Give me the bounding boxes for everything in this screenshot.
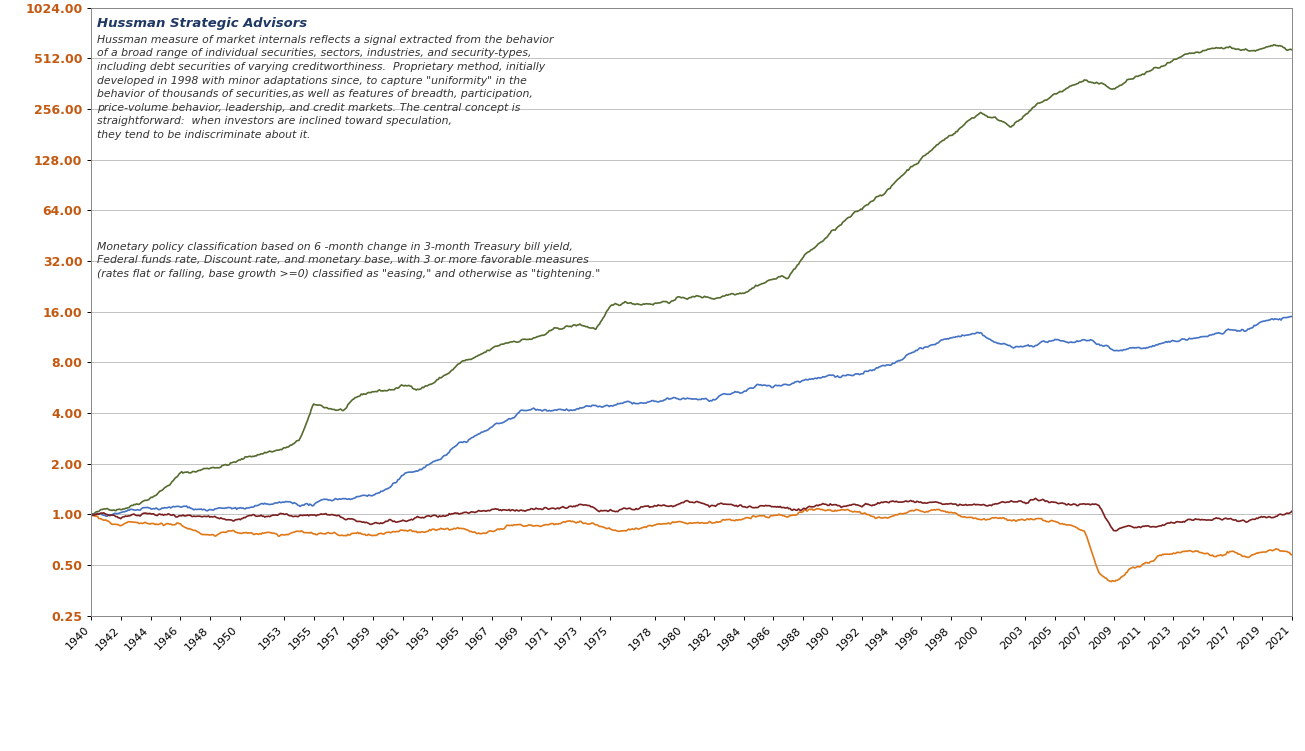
Monetary easing, market internals unfavorable xyxy=(1284,550,1300,559)
Monetary tightening, market internals unfavorable xyxy=(1284,507,1300,516)
Monetary easing, market internals favorable xyxy=(1266,41,1282,50)
Line: Monetary easing, market internals favorable: Monetary easing, market internals favora… xyxy=(91,45,1292,514)
Monetary tightening, market internals favorable xyxy=(257,499,273,508)
Line: Monetary tightening, market internals unfavorable: Monetary tightening, market internals un… xyxy=(91,499,1292,531)
Monetary easing, market internals unfavorable xyxy=(84,510,99,519)
Monetary easing, market internals unfavorable xyxy=(872,512,887,521)
Monetary tightening, market internals unfavorable xyxy=(207,511,223,520)
Monetary easing, market internals favorable xyxy=(1284,45,1300,54)
Monetary tightening, market internals favorable xyxy=(989,339,1005,348)
Monetary easing, market internals favorable xyxy=(84,510,99,519)
Monetary easing, market internals favorable xyxy=(1082,77,1098,86)
Monetary tightening, market internals unfavorable xyxy=(1027,494,1043,503)
Monetary tightening, market internals favorable xyxy=(99,511,115,520)
Monetary easing, market internals unfavorable xyxy=(675,517,690,526)
Monetary tightening, market internals unfavorable xyxy=(989,499,1005,508)
Monetary tightening, market internals unfavorable xyxy=(256,511,271,520)
Text: Hussman measure of market internals reflects a signal extracted from the behavio: Hussman measure of market internals refl… xyxy=(98,35,553,140)
Monetary tightening, market internals unfavorable xyxy=(870,498,886,507)
Line: Monetary easing, market internals unfavorable: Monetary easing, market internals unfavo… xyxy=(91,508,1292,581)
Text: Hussman Strategic Advisors: Hussman Strategic Advisors xyxy=(98,17,308,29)
Monetary easing, market internals favorable xyxy=(207,463,223,472)
Line: Monetary tightening, market internals favorable: Monetary tightening, market internals fa… xyxy=(91,316,1292,516)
Monetary tightening, market internals unfavorable xyxy=(84,510,99,519)
Monetary tightening, market internals favorable xyxy=(676,394,692,403)
Monetary easing, market internals favorable xyxy=(256,449,271,458)
Monetary easing, market internals unfavorable xyxy=(256,529,271,538)
Monetary easing, market internals favorable xyxy=(675,293,690,302)
Monetary easing, market internals unfavorable xyxy=(989,514,1005,523)
Monetary tightening, market internals unfavorable xyxy=(1083,500,1099,509)
Monetary easing, market internals unfavorable xyxy=(207,532,223,541)
Monetary easing, market internals favorable xyxy=(989,114,1005,123)
Monetary tightening, market internals unfavorable xyxy=(675,498,690,507)
Monetary easing, market internals unfavorable xyxy=(809,504,825,513)
Monetary tightening, market internals favorable xyxy=(84,510,99,519)
Monetary easing, market internals unfavorable xyxy=(1103,577,1118,586)
Monetary tightening, market internals favorable xyxy=(1083,335,1099,344)
Monetary tightening, market internals favorable xyxy=(872,363,887,372)
Monetary tightening, market internals favorable xyxy=(1284,312,1300,321)
Text: Monetary policy classification based on 6 -month change in 3-month Treasury bill: Monetary policy classification based on … xyxy=(98,242,600,279)
Monetary easing, market internals favorable xyxy=(870,192,886,201)
Monetary tightening, market internals unfavorable xyxy=(1108,526,1124,535)
Monetary tightening, market internals favorable xyxy=(207,504,223,513)
Monetary easing, market internals unfavorable xyxy=(1083,544,1099,553)
